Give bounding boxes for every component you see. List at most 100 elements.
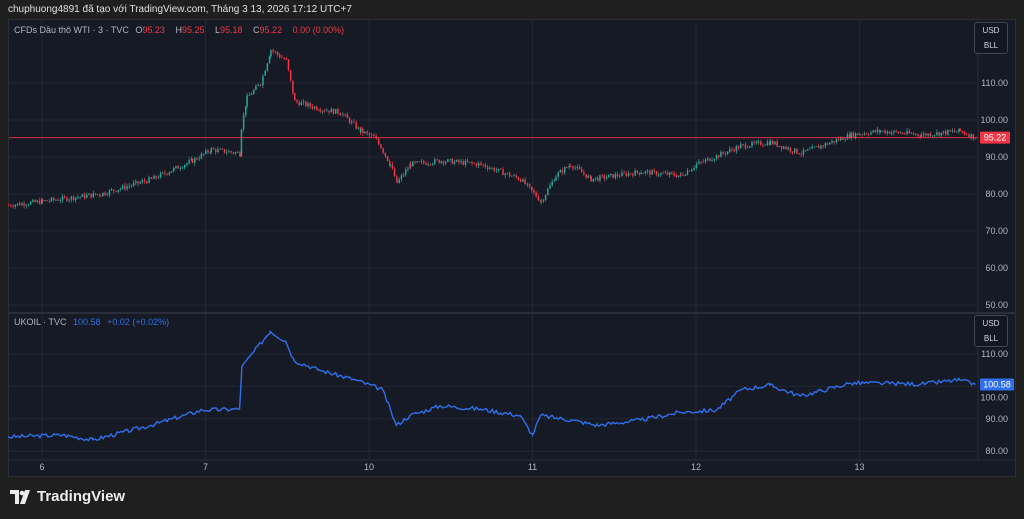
candle-body [175, 166, 177, 168]
candle-body [226, 152, 228, 154]
candle-body [14, 204, 17, 207]
candle-body [844, 139, 846, 141]
candle-body [677, 175, 680, 177]
candle-body [287, 59, 290, 71]
candle-body [281, 57, 283, 59]
candle-body [232, 152, 235, 154]
candle-body [893, 130, 895, 133]
candle-body [198, 158, 200, 160]
wti-unit-selector[interactable]: USD BLL [974, 22, 1008, 54]
candle-body [623, 172, 625, 174]
ukoil-change: +0.02 (+0.02%) [107, 317, 170, 327]
candle-body [636, 170, 639, 173]
candle-body [294, 93, 296, 101]
candle-body [968, 134, 970, 138]
candle-body [863, 133, 866, 135]
y-tick-label: 100.00 [980, 115, 1008, 125]
currency-label: USD [982, 26, 1000, 35]
candle-body [675, 175, 678, 177]
candle-body [25, 205, 28, 206]
candle-body [680, 173, 682, 176]
candle-body [561, 170, 564, 173]
candle-body [296, 100, 298, 103]
candle-body [460, 161, 462, 163]
candle-body [540, 201, 542, 203]
y-tick-label: 70.00 [985, 226, 1008, 236]
candle-body [431, 163, 434, 165]
candle-body [931, 135, 934, 137]
tradingview-logo-icon [10, 489, 30, 504]
candle-body [162, 172, 164, 174]
candle-body [230, 151, 232, 153]
candle-body [75, 197, 77, 201]
candle-body [50, 197, 53, 202]
candle-body [462, 161, 465, 165]
candle-body [882, 130, 884, 132]
candle-body [542, 200, 545, 202]
candle-body [789, 147, 792, 152]
candle-body [704, 159, 707, 162]
candle-body [638, 172, 641, 175]
candle-body [515, 175, 517, 178]
candle-body [489, 168, 491, 169]
candle-body [92, 193, 95, 198]
candle-body [778, 145, 781, 147]
candle-body [196, 158, 198, 160]
x-tick-label: 13 [854, 462, 864, 472]
candle-body [378, 138, 380, 145]
candle-body [876, 129, 879, 133]
candle-body [865, 133, 868, 135]
chart-frame[interactable] [8, 19, 1016, 477]
candle-body [925, 133, 927, 136]
candle-body [402, 174, 405, 176]
candle-body [755, 141, 758, 143]
candle-body [316, 106, 318, 110]
candle-body [526, 183, 529, 185]
candle-body [7, 205, 10, 206]
candle-body [711, 160, 713, 162]
candle-body [942, 131, 945, 133]
candle-body [246, 95, 248, 107]
high-label: H [175, 25, 182, 35]
candle-body [742, 144, 744, 146]
candle-body [524, 179, 526, 185]
candle-body [407, 168, 409, 170]
candle-body [826, 143, 829, 145]
candle-body [153, 175, 155, 180]
candle-body [923, 133, 925, 136]
candle-body [90, 193, 92, 198]
candle-body [375, 136, 377, 137]
ukoil-unit-selector[interactable]: USD BLL [974, 315, 1008, 347]
candle-body [332, 108, 335, 114]
candle-body [949, 130, 951, 132]
wti-symbol[interactable]: CFDs Dầu thô WTI · 3 · TVC [14, 25, 129, 35]
candle-body [762, 145, 764, 146]
candle-body [589, 175, 592, 177]
candle-body [207, 150, 209, 153]
candle-body [150, 177, 153, 179]
candle-body [27, 204, 30, 206]
candle-body [572, 166, 574, 169]
ukoil-symbol[interactable]: UKOIL · TVC [14, 317, 67, 327]
candle-body [927, 133, 929, 136]
candle-body [32, 199, 34, 202]
candle-body [688, 170, 691, 172]
tradingview-logo[interactable]: TradingView [10, 488, 125, 505]
candle-body [137, 181, 139, 184]
candle-body [963, 132, 966, 135]
candle-body [630, 173, 632, 175]
candle-body [228, 151, 230, 153]
candle-body [18, 203, 21, 206]
wti-legend: CFDs Dầu thô WTI · 3 · TVC O95.23 H95.25… [14, 25, 348, 35]
candle-body [874, 130, 877, 133]
x-tick-label: 6 [39, 462, 44, 472]
candle-body [657, 174, 660, 176]
candle-body [737, 146, 740, 149]
candle-body [583, 172, 585, 175]
high-value: 95.25 [181, 25, 205, 35]
candle-body [504, 173, 506, 176]
candle-body [549, 185, 551, 190]
candle-body [696, 163, 698, 165]
candle-body [166, 173, 168, 175]
